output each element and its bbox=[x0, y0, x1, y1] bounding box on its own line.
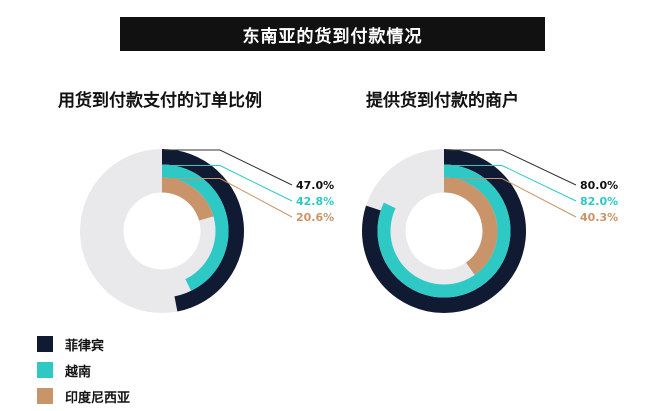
legend-swatch-indonesia bbox=[37, 388, 53, 404]
arc-0-philippines bbox=[161, 149, 244, 312]
value-label-0-philippines: 47.0% bbox=[296, 179, 334, 192]
legend-label-indonesia: 印度尼西亚 bbox=[65, 390, 131, 406]
legend-swatch-philippines bbox=[37, 336, 53, 352]
legend-label-vietnam: 越南 bbox=[65, 364, 92, 380]
legend-label-philippines: 菲律宾 bbox=[65, 338, 105, 354]
arc-0-indonesia bbox=[161, 177, 214, 221]
value-label-1-vietnam: 82.0% bbox=[580, 195, 618, 208]
legend-swatch-vietnam bbox=[37, 362, 53, 378]
leader-line-1-vietnam bbox=[446, 165, 577, 202]
leader-line-1-philippines bbox=[446, 149, 577, 186]
arc-1-vietnam bbox=[377, 164, 511, 298]
chart-title-cod-merchants: 提供货到付款的商户 bbox=[366, 91, 519, 111]
value-label-0-indonesia: 20.6% bbox=[296, 211, 334, 224]
arc-0-vietnam bbox=[161, 164, 229, 291]
leader-line-0-vietnam bbox=[164, 165, 293, 202]
leader-line-0-indonesia bbox=[164, 178, 293, 218]
value-label-1-philippines: 80.0% bbox=[580, 179, 618, 192]
legend-item-vietnam: 越南 bbox=[37, 359, 130, 381]
chart-title-cod-orders: 用货到付款支付的订单比例 bbox=[58, 91, 262, 111]
leader-line-1-indonesia bbox=[446, 178, 577, 218]
legend-item-philippines: 菲律宾 bbox=[37, 333, 130, 355]
value-label-0-vietnam: 42.8% bbox=[296, 195, 334, 208]
legend: 菲律宾 越南 印度尼西亚 bbox=[37, 333, 130, 411]
page-title: 东南亚的货到付款情况 bbox=[120, 17, 545, 51]
value-label-1-indonesia: 40.3% bbox=[580, 211, 618, 224]
legend-item-indonesia: 印度尼西亚 bbox=[37, 385, 130, 407]
arc-1-indonesia bbox=[443, 177, 498, 275]
leader-line-0-philippines bbox=[164, 149, 293, 186]
